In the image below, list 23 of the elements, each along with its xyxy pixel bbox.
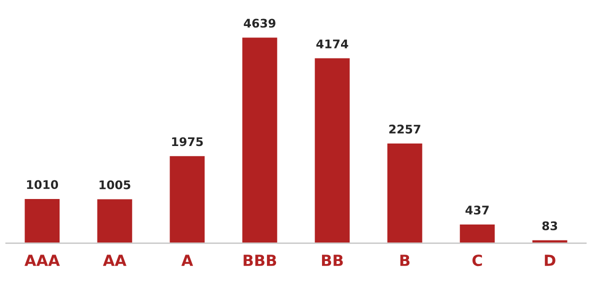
x-tick-label: BBB — [244, 254, 276, 266]
x-tick-label: AA — [102, 254, 126, 266]
x-tick-label: BB — [322, 254, 343, 266]
bar — [386, 142, 424, 244]
data-label: 2257 — [389, 124, 420, 134]
data-label: 83 — [542, 221, 558, 230]
bar — [313, 56, 352, 244]
data-label: 1975 — [172, 137, 203, 146]
data-label: 4174 — [316, 40, 348, 48]
x-tick-label: AAA — [24, 254, 60, 266]
bar — [96, 198, 134, 244]
x-tick-label: D — [544, 254, 556, 266]
bar — [23, 198, 62, 244]
data-label: 437 — [466, 206, 489, 215]
bar — [240, 36, 279, 244]
data-label: 1005 — [100, 180, 130, 190]
bar — [458, 223, 496, 244]
x-tick-label: A — [181, 254, 194, 266]
x-tick-label: C — [472, 254, 482, 266]
x-tick-label: B — [400, 254, 410, 266]
data-label: 1010 — [27, 180, 58, 190]
data-label: 4639 — [244, 18, 276, 28]
bar — [168, 154, 206, 244]
